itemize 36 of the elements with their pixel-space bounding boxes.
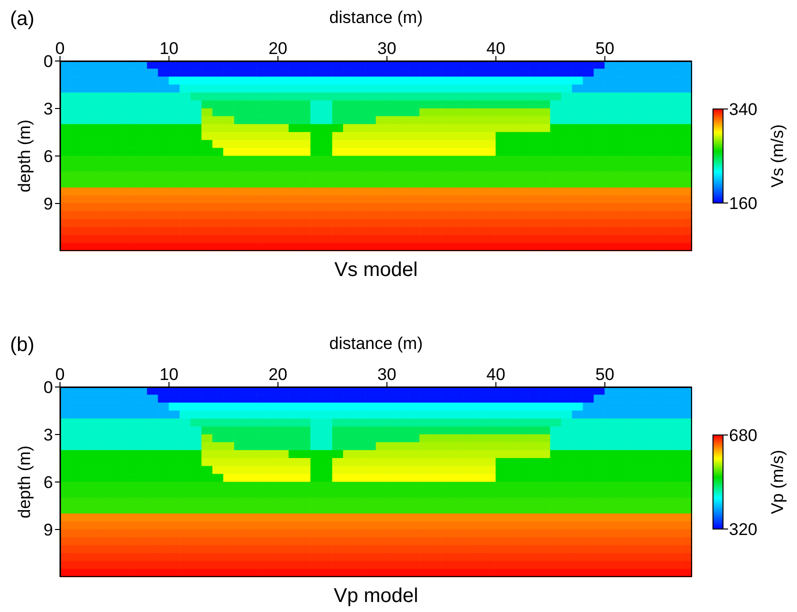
x-tick-label: 10 [160, 365, 178, 384]
y-tick-label: 0 [44, 52, 53, 72]
colorbar: 320 680 Vp (m/s) [711, 425, 797, 565]
y-tick-label: 3 [44, 100, 53, 119]
y-tick-label: 6 [44, 147, 53, 166]
text: Vp model [332, 585, 420, 608]
x-tick-label: 50 [595, 39, 614, 58]
x-tick-label: 20 [268, 39, 288, 58]
color-bar-label: 680 [729, 426, 758, 445]
y-tick-label: 6 [44, 473, 53, 492]
color-bar-title: Vp (m/s) [768, 450, 787, 514]
x-tick-label: 30 [377, 365, 396, 384]
x-tick-label: 10 [160, 39, 178, 58]
text: (a) [10, 8, 34, 31]
y-axis-title: depth (m) [15, 120, 34, 192]
color-bar-label: 160 [729, 194, 758, 213]
color-bar-title: Vs (m/s) [768, 124, 787, 188]
text: Vs model [333, 259, 419, 282]
x-axis-title: distance (m) [328, 8, 424, 28]
x-tick-label: 20 [268, 365, 288, 384]
y-axis-title: depth (m) [15, 446, 34, 518]
x-axis-title: distance (m) [328, 334, 424, 354]
text: (b) [10, 334, 34, 357]
x-tick-label: 0 [55, 39, 65, 58]
color-bar-label: 320 [729, 520, 758, 539]
x-tick-label: 30 [377, 39, 396, 58]
x-tick-label: 40 [486, 39, 506, 58]
x-tick-label: 0 [55, 365, 65, 384]
y-tick-label: 0 [44, 378, 53, 398]
y-tick-label: 3 [44, 426, 53, 445]
x-tick-label: 40 [486, 365, 506, 384]
x-tick-label: 50 [595, 365, 614, 384]
color-bar-label: 340 [729, 100, 758, 119]
y-tick-label: 9 [44, 520, 53, 540]
colorbar: 160 340 Vs (m/s) [711, 99, 797, 239]
y-tick-label: 9 [44, 194, 53, 214]
